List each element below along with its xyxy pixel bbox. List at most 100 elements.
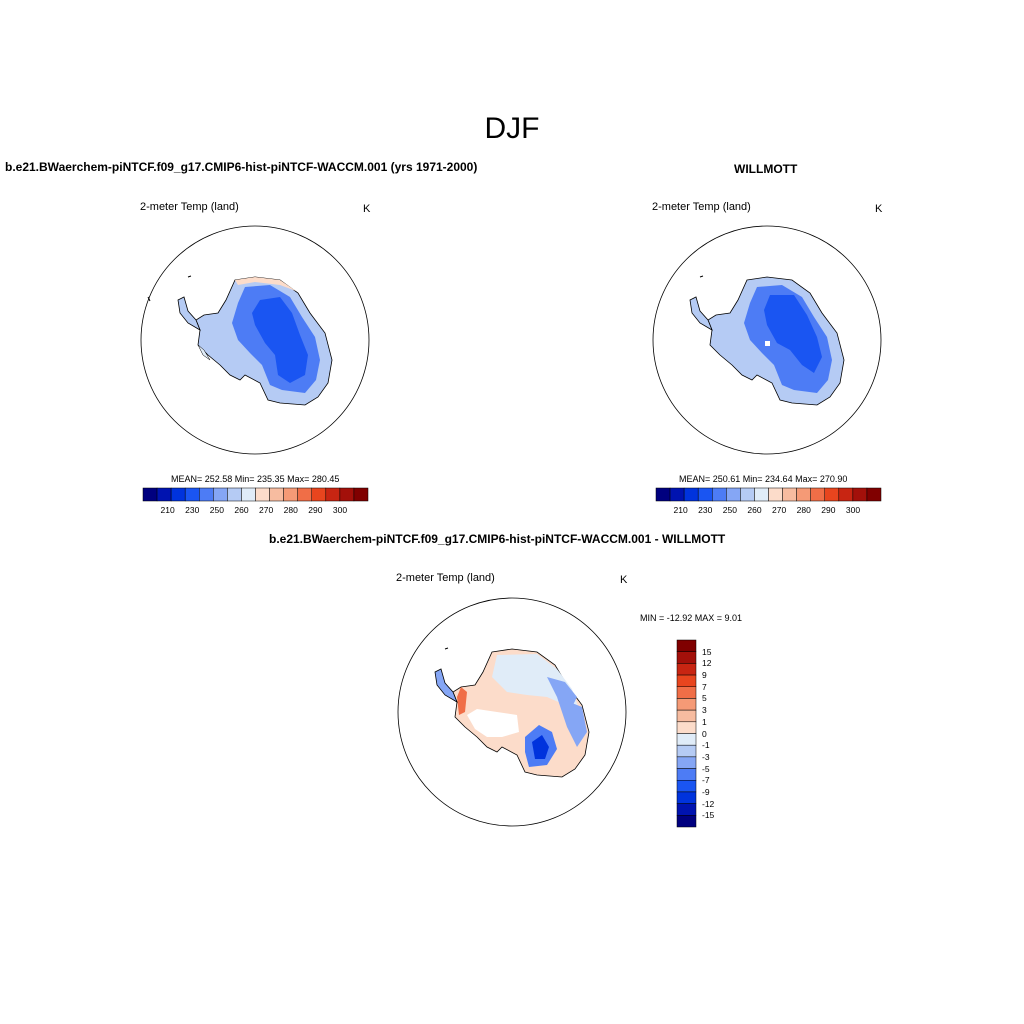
model-colorbar-swatch [184, 487, 200, 502]
diff-colorbar-tick: -15 [702, 810, 715, 821]
diff-colorbar-tick: 5 [702, 693, 707, 704]
obs-colorbar-tick: 230 [698, 505, 713, 515]
diff-colorbar-swatch [676, 791, 697, 804]
model-colorbar-tick: 250 [209, 505, 224, 515]
obs-colorbar-swatch [852, 487, 868, 502]
obs-colorbar-swatch [740, 487, 755, 502]
obs-colorbar-swatch [824, 487, 840, 502]
model-colorbar-swatch [142, 487, 158, 502]
model-colorbar-tick: 290 [308, 505, 323, 515]
model-colorbar-swatch [213, 487, 228, 502]
diff-colorbar-swatch [676, 651, 697, 664]
model-map [140, 225, 370, 455]
obs-colorbar-swatch [754, 487, 769, 502]
diff-colorbar-tick: 7 [702, 681, 707, 692]
diff-colorbar-tick: 9 [702, 670, 707, 681]
model-panel-title: b.e21.BWaerchem-piNTCF.f09_g17.CMIP6-his… [5, 160, 478, 174]
model-colorbar [142, 487, 369, 502]
diff-peninsula [434, 668, 458, 703]
model-colorbar-swatch [283, 487, 298, 502]
diff-colorbar-tick: 3 [702, 705, 707, 716]
obs-colorbar-tick: 210 [673, 505, 688, 515]
diff-colorbar-swatch [676, 744, 697, 758]
page-title: DJF [484, 112, 540, 145]
diff-colorbar [676, 639, 697, 828]
obs-units-label: K [875, 203, 883, 215]
obs-colorbar-swatch [768, 487, 783, 502]
diff-map-boundary [397, 597, 627, 827]
obs-colorbar-swatch [726, 487, 741, 502]
model-map-boundary [140, 225, 370, 455]
model-colorbar-swatch [255, 487, 270, 502]
diff-colorbar-tick: -12 [702, 798, 715, 809]
model-colorbar-tick: 300 [332, 505, 348, 515]
diff-colorbar-tick: 1 [702, 716, 707, 727]
obs-colorbar-tick: 270 [772, 505, 787, 515]
model-stats: MEAN= 252.58 Min= 235.35 Max= 280.45 [171, 474, 340, 484]
model-colorbar-tick: 270 [259, 505, 274, 515]
obs-colorbar-swatch [669, 487, 685, 502]
diff-colorbar-swatch [676, 803, 697, 816]
model-colorbar-tick: 210 [160, 505, 175, 515]
diff-colorbar-tick: -9 [702, 786, 710, 797]
model-colorbar-swatch [353, 487, 369, 502]
diff-colorbar-tick: -3 [702, 751, 710, 762]
obs-colorbar-tick: 300 [845, 505, 861, 515]
diff-colorbar-swatch [676, 686, 697, 699]
diff-colorbar-swatch [676, 768, 697, 781]
obs-colorbar-tick: 280 [796, 505, 811, 515]
model-colorbar-tick: 230 [185, 505, 200, 515]
obs-panel-title: WILLMOTT [734, 162, 798, 176]
diff-colorbar-swatch [676, 674, 697, 687]
diff-units-label: K [620, 574, 628, 586]
diff-variable-label: 2-meter Temp (land) [396, 572, 495, 584]
obs-colorbar-tick: 260 [747, 505, 762, 515]
obs-colorbar-swatch [796, 487, 811, 502]
model-antarctica [147, 275, 333, 406]
model-colorbar-swatch [297, 487, 312, 502]
diff-colorbar-tick: -7 [702, 775, 710, 786]
obs-map [652, 225, 882, 455]
obs-colorbar-tick: 250 [722, 505, 737, 515]
model-units-label: K [363, 203, 371, 215]
obs-variable-label: 2-meter Temp (land) [652, 201, 751, 213]
model-colorbar-swatch [156, 487, 172, 502]
diff-minmax: MIN = -12.92 MAX = 9.01 [640, 613, 743, 623]
obs-colorbar-swatch [683, 487, 699, 502]
diff-colorbar-swatch [676, 815, 697, 828]
diff-colorbar-swatch [676, 756, 697, 769]
obs-antarctica [689, 275, 845, 406]
model-colorbar-ticks: 210 230 250 260 270 280 290 300 [143, 505, 368, 517]
obs-colorbar-swatch [866, 487, 882, 502]
diff-antarctica [434, 647, 590, 778]
obs-colorbar-swatch [782, 487, 797, 502]
model-peninsula [177, 296, 201, 331]
obs-map-boundary [652, 225, 882, 455]
model-colorbar-tick: 280 [283, 505, 298, 515]
diff-colorbar-tick: 15 [702, 646, 712, 657]
diff-colorbar-tick: -5 [702, 763, 710, 774]
diff-colorbar-ticks: 15 12 9 7 5 3 1 0 -1 -3 -5 -7 -9 -12 -15 [702, 640, 732, 827]
obs-colorbar-swatch [697, 487, 713, 502]
model-variable-label: 2-meter Temp (land) [140, 201, 239, 213]
obs-colorbar-swatch [810, 487, 825, 502]
model-colorbar-swatch [199, 487, 214, 502]
model-colorbar-swatch [325, 487, 341, 502]
obs-colorbar-tick: 290 [821, 505, 836, 515]
model-colorbar-swatch [241, 487, 256, 502]
diff-colorbar-swatch [676, 733, 697, 746]
obs-stats: MEAN= 250.61 Min= 234.64 Max= 270.90 [679, 474, 848, 484]
model-colorbar-tick: 260 [234, 505, 249, 515]
obs-peninsula [689, 296, 713, 331]
model-colorbar-swatch [170, 487, 186, 502]
diff-colorbar-tick: 0 [702, 728, 707, 739]
diff-colorbar-swatch [676, 663, 697, 676]
diff-map [397, 597, 627, 827]
obs-colorbar-swatch [655, 487, 671, 502]
model-colorbar-swatch [269, 487, 284, 502]
diff-colorbar-swatch [676, 709, 697, 723]
diff-colorbar-tick: 12 [702, 658, 712, 669]
model-colorbar-swatch [227, 487, 242, 502]
diff-colorbar-swatch [676, 721, 697, 734]
obs-colorbar-swatch [838, 487, 854, 502]
